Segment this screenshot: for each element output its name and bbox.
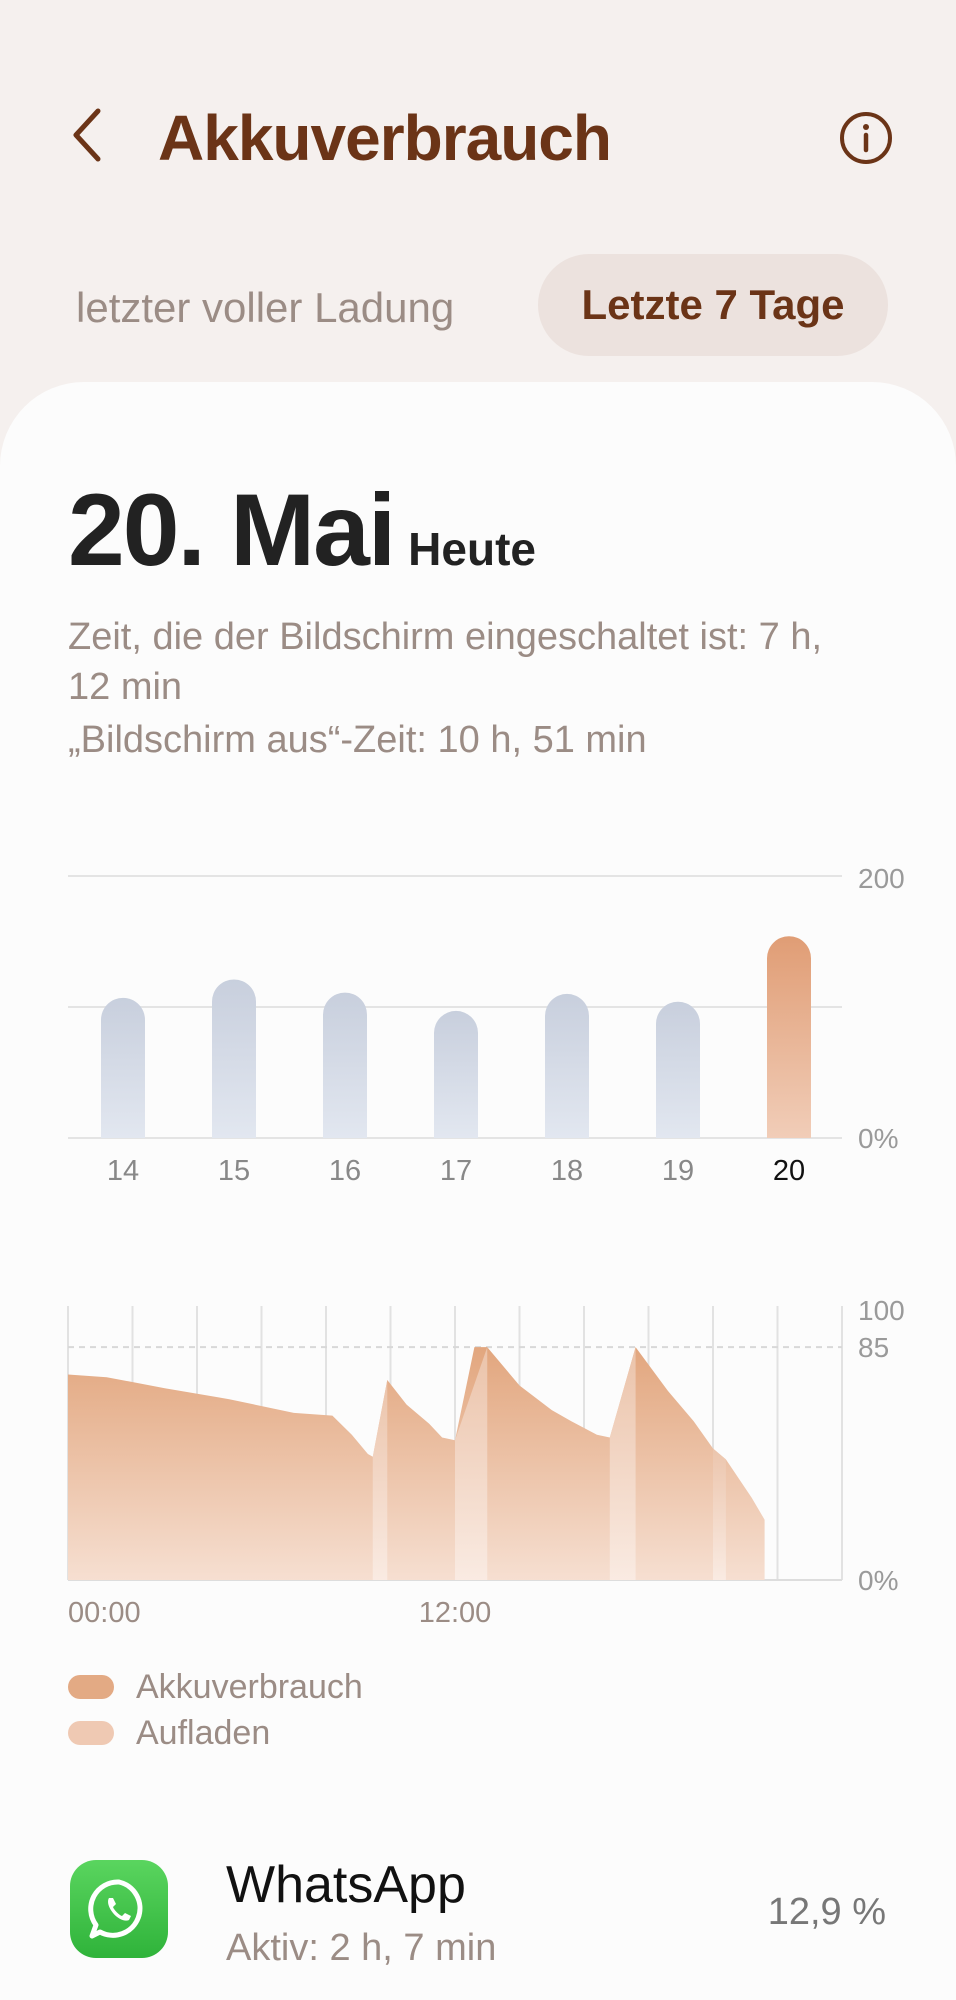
bar-20	[767, 936, 811, 1138]
bar-16	[323, 992, 367, 1138]
bar-x-tick-18: 18	[551, 1155, 583, 1187]
screen-on-line-2: 12 min	[68, 666, 183, 708]
area-battery-usage	[68, 1347, 765, 1580]
legend-label-usage: Akkuverbrauch	[136, 1667, 363, 1706]
legend-item-charging: Aufladen	[68, 1710, 363, 1756]
bar-14	[101, 997, 145, 1138]
date-label: 20. Mai	[68, 473, 396, 587]
legend-item-usage: Akkuverbrauch	[68, 1664, 363, 1710]
area-charging-segment-2	[609, 1347, 636, 1580]
bar-x-tick-15: 15	[218, 1155, 250, 1187]
bar-y-tick-top: 200	[858, 863, 905, 894]
chart-legend: Akkuverbrauch Aufladen	[68, 1664, 363, 1756]
bar-x-tick-20: 20	[773, 1155, 805, 1187]
bar-y-tick-bottom: 0%	[858, 1123, 898, 1154]
area-x-tick-1200: 12:00	[419, 1597, 492, 1629]
bar-17	[434, 1010, 478, 1138]
usage-card	[0, 382, 956, 2000]
back-button[interactable]	[62, 100, 114, 170]
area-y-tick-0: 0%	[858, 1565, 898, 1596]
usage-charts: 200 0% 14 15 16 17 18 19 20 100 85 0% 00:00 12:00	[67, 863, 905, 1629]
bar-x-tick-14: 14	[107, 1155, 139, 1187]
whatsapp-icon	[70, 1860, 168, 1958]
tab-last-7-days[interactable]: Letzte 7 Tage	[538, 254, 888, 356]
today-label: Heute	[408, 523, 536, 575]
app-name: WhatsApp	[226, 1856, 466, 1914]
legend-swatch-charging	[68, 1721, 114, 1745]
screen-on-line-1: Zeit, die der Bildschirm eingeschaltet i…	[68, 616, 823, 658]
info-circle-icon	[840, 112, 892, 164]
daily-usage-bar-chart: 200 0% 14 15 16 17 18 19 20	[68, 863, 905, 1187]
date-heading: 20. Mai Heute	[68, 470, 536, 590]
app-usage-row[interactable]: WhatsApp Aktiv: 2 h, 7 min 12,9 %	[0, 1840, 956, 1980]
area-x-tick-0000: 00:00	[68, 1597, 141, 1629]
area-charging-segment-1	[455, 1347, 488, 1580]
screen-on-time: Zeit, die der Bildschirm eingeschaltet i…	[68, 612, 908, 712]
bar-x-tick-16: 16	[329, 1155, 361, 1187]
bar-x-tick-17: 17	[440, 1155, 472, 1187]
legend-swatch-usage	[68, 1675, 114, 1699]
bar-18	[545, 993, 589, 1138]
area-charging-segment-0	[372, 1379, 388, 1580]
app-usage-percent: 12,9 %	[767, 1891, 886, 1933]
bar-19	[656, 1001, 700, 1138]
area-y-tick-100: 100	[858, 1295, 905, 1326]
area-y-tick-85: 85	[858, 1332, 889, 1363]
screen-off-time: „Bildschirm aus“-Zeit: 10 h, 51 min	[68, 719, 647, 761]
header: Akkuverbrauch letzter voller Ladung Letz…	[0, 0, 956, 380]
chevron-left-icon	[73, 108, 101, 162]
legend-label-charging: Aufladen	[136, 1713, 271, 1752]
battery-level-area-chart: 100 85 0% 00:00 12:00	[67, 1295, 905, 1629]
info-button[interactable]	[834, 106, 898, 170]
bar-x-tick-19: 19	[662, 1155, 694, 1187]
tab-last-full-charge[interactable]: letzter voller Ladung	[76, 284, 455, 331]
page-title: Akkuverbrauch	[158, 102, 612, 174]
bar-15	[212, 979, 256, 1138]
area-charging-segment-3	[713, 1448, 726, 1580]
app-active-time: Aktiv: 2 h, 7 min	[226, 1927, 497, 1969]
